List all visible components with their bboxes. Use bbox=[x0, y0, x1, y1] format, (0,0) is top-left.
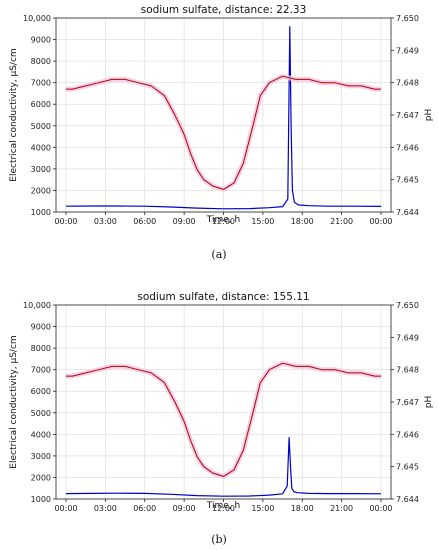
figure-caption: (b) bbox=[211, 533, 227, 546]
y-right-axis-label: pH bbox=[424, 396, 434, 408]
x-axis-label: Time, h bbox=[206, 215, 240, 225]
y-left-tick-label: 5000 bbox=[31, 409, 51, 418]
x-tick-label: 03:00 bbox=[94, 504, 117, 513]
chart-panel-1: 00:00 03:00 06:00 09:00 12:00 15:00 18:00 21:00… bbox=[9, 291, 434, 546]
x-tick-label: 12:00 bbox=[212, 217, 235, 226]
y-left-tick-label: 9000 bbox=[31, 323, 51, 332]
y-right-tick-label: 7.647 bbox=[396, 111, 419, 120]
y-right-tick-label: 7.645 bbox=[396, 463, 419, 472]
y-right-tick-label: 7.644 bbox=[396, 495, 419, 504]
y-left-tick-label: 8000 bbox=[31, 57, 51, 66]
x-tick-label: 18:00 bbox=[291, 217, 314, 226]
y-right-tick-label: 7.645 bbox=[396, 176, 419, 185]
y-right-tick-label: 7.649 bbox=[396, 333, 419, 342]
y-left-tick-label: 4000 bbox=[31, 143, 51, 152]
y-left-axis-label: Electrical conductivity, μS/cm bbox=[9, 335, 19, 468]
y-right-axis-label: pH bbox=[424, 109, 434, 121]
conductivity-series-line bbox=[65, 437, 382, 497]
y-left-tick-label: 6000 bbox=[31, 100, 51, 109]
x-tick-label: 00:00 bbox=[369, 217, 392, 226]
y-right-tick-label: 7.644 bbox=[396, 208, 419, 217]
x-tick-label: 09:00 bbox=[173, 504, 196, 513]
y-left-axis-label: Electrical conductivity, μS/cm bbox=[9, 48, 19, 181]
y-right-tick-label: 7.650 bbox=[396, 301, 419, 310]
y-right-tick-label: 7.646 bbox=[396, 430, 419, 439]
x-tick-label: 00:00 bbox=[54, 217, 77, 226]
y-left-tick-label: 3000 bbox=[31, 165, 51, 174]
x-tick-label: 12:00 bbox=[212, 504, 235, 513]
y-right-tick-label: 7.648 bbox=[396, 79, 419, 88]
y-right-tick-label: 7.648 bbox=[396, 366, 419, 375]
x-axis-label: Time, h bbox=[206, 501, 240, 511]
x-tick-label: 03:00 bbox=[94, 217, 117, 226]
y-right-tick-label: 7.650 bbox=[396, 14, 419, 23]
conductivity-series-line bbox=[65, 26, 382, 210]
figure-caption: (a) bbox=[211, 248, 226, 261]
ph-series-line bbox=[66, 75, 381, 190]
y-right-tick-label: 7.647 bbox=[396, 398, 419, 407]
y-left-tick-label: 10,000 bbox=[23, 301, 51, 310]
x-tick-label: 21:00 bbox=[330, 217, 353, 226]
y-left-tick-label: 1000 bbox=[31, 208, 51, 217]
y-left-tick-label: 8000 bbox=[31, 344, 51, 353]
x-tick-label: 18:00 bbox=[291, 504, 314, 513]
chart-title: sodium sulfate, distance: 155.11 bbox=[137, 291, 309, 303]
x-tick-label: 06:00 bbox=[133, 504, 156, 513]
y-left-tick-label: 7000 bbox=[31, 366, 51, 375]
y-left-tick-label: 2000 bbox=[31, 186, 51, 195]
x-tick-label: 09:00 bbox=[173, 217, 196, 226]
y-left-tick-label: 5000 bbox=[31, 122, 51, 131]
chart-title: sodium sulfate, distance: 22.33 bbox=[141, 4, 307, 16]
chart-panel-0: 00:00 03:00 06:00 09:00 12:00 15:00 18:00 21:00… bbox=[9, 4, 434, 261]
y-right-tick-label: 7.646 bbox=[396, 143, 419, 152]
x-tick-label: 00:00 bbox=[54, 504, 77, 513]
y-right-tick-label: 7.649 bbox=[396, 46, 419, 55]
x-tick-label: 15:00 bbox=[251, 504, 274, 513]
y-left-tick-label: 3000 bbox=[31, 452, 51, 461]
x-tick-label: 21:00 bbox=[330, 504, 353, 513]
x-tick-label: 15:00 bbox=[251, 217, 274, 226]
y-left-tick-label: 10,000 bbox=[23, 14, 51, 23]
y-left-tick-label: 6000 bbox=[31, 387, 51, 396]
y-left-tick-label: 7000 bbox=[31, 79, 51, 88]
y-left-tick-label: 9000 bbox=[31, 36, 51, 45]
y-left-tick-label: 4000 bbox=[31, 430, 51, 439]
x-tick-label: 06:00 bbox=[133, 217, 156, 226]
x-tick-label: 00:00 bbox=[369, 504, 392, 513]
y-left-tick-label: 1000 bbox=[31, 495, 51, 504]
ph-series-line bbox=[66, 362, 381, 477]
y-left-tick-label: 2000 bbox=[31, 473, 51, 482]
